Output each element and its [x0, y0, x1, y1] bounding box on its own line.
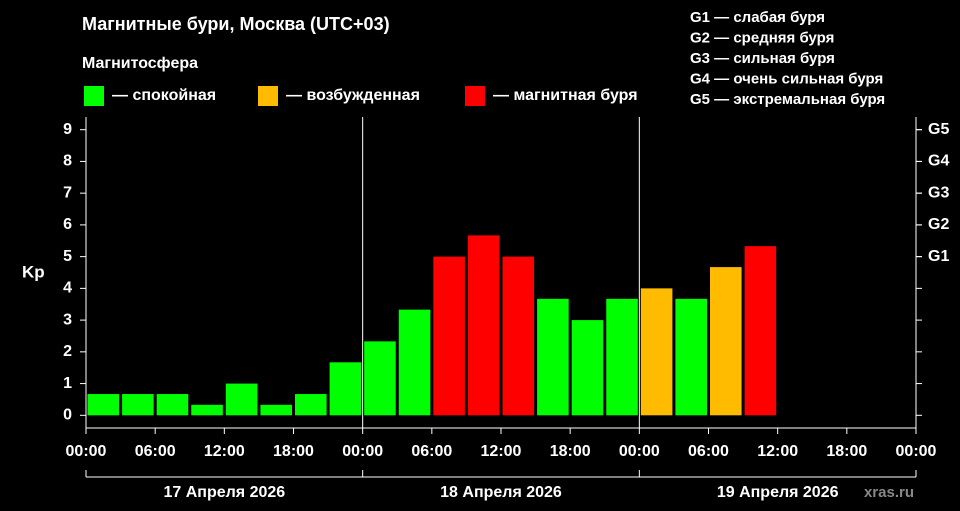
x-tick-label: 00:00 [619, 443, 660, 460]
legend-label: — возбужденная [286, 87, 420, 104]
legend-label: — спокойная [112, 87, 216, 104]
y-tick-label: 3 [63, 311, 72, 328]
y-tick-label: 1 [63, 375, 72, 392]
x-tick-label: 06:00 [411, 443, 452, 460]
date-label: 18 Апреля 2026 [440, 484, 562, 501]
y-tick-label: 8 [63, 153, 72, 170]
x-tick-label: 06:00 [688, 443, 729, 460]
y-axis-label: Kp [22, 262, 45, 281]
date-label: 19 Апреля 2026 [717, 484, 839, 501]
y2-tick-label: G2 [928, 216, 949, 233]
bar [122, 394, 154, 416]
bar [398, 309, 431, 416]
bar [571, 320, 604, 416]
bar [295, 394, 327, 416]
x-tick-label: 12:00 [757, 443, 798, 460]
x-tick-label: 12:00 [204, 443, 245, 460]
g-scale-note: G1 — слабая буря [690, 9, 825, 26]
x-tick-label: 18:00 [273, 443, 314, 460]
bar [329, 362, 362, 416]
x-tick-label: 12:00 [481, 443, 522, 460]
bar [225, 383, 258, 416]
x-tick-label: 00:00 [896, 443, 937, 460]
legend-title: Магнитосфера [82, 55, 198, 72]
x-tick-label: 00:00 [342, 443, 383, 460]
bar [467, 235, 500, 416]
legend-swatch [258, 86, 278, 106]
bar [364, 341, 396, 416]
x-tick-label: 18:00 [826, 443, 867, 460]
date-label: 17 Апреля 2026 [163, 484, 285, 501]
bar [433, 256, 465, 416]
watermark: xras.ru [864, 484, 914, 501]
bar [640, 288, 673, 416]
y-tick-label: 5 [63, 248, 72, 265]
x-tick-label: 06:00 [135, 443, 176, 460]
g-scale-note: G4 — очень сильная буря [690, 70, 883, 87]
g-scale-note: G3 — сильная буря [690, 50, 835, 67]
y2-tick-label: G4 [928, 153, 949, 170]
y-tick-label: 2 [63, 343, 72, 360]
bar [156, 394, 189, 416]
y-tick-label: 0 [63, 407, 72, 424]
bar [260, 404, 292, 416]
bar [710, 267, 742, 416]
bar [87, 394, 120, 416]
bar [191, 404, 223, 416]
legend-swatch [465, 86, 485, 106]
bar [606, 298, 638, 416]
y2-tick-label: G5 [928, 121, 949, 138]
legend-label: — магнитная буря [493, 87, 638, 104]
y2-tick-label: G1 [928, 248, 949, 265]
y-tick-label: 6 [63, 216, 72, 233]
g-scale-note: G2 — средняя буря [690, 29, 834, 46]
g-scale-note: G5 — экстремальная буря [690, 91, 885, 108]
bar [537, 298, 569, 416]
x-tick-label: 00:00 [66, 443, 107, 460]
x-tick-label: 18:00 [550, 443, 591, 460]
y-tick-label: 4 [63, 280, 72, 297]
legend-swatch [84, 86, 104, 106]
y2-tick-label: G3 [928, 184, 949, 201]
bar [744, 246, 777, 416]
chart-title: Магнитные бури, Москва (UTC+03) [82, 14, 390, 34]
bar [502, 256, 535, 416]
bar [675, 298, 707, 416]
y-tick-label: 7 [63, 184, 72, 201]
y-tick-label: 9 [63, 121, 72, 138]
